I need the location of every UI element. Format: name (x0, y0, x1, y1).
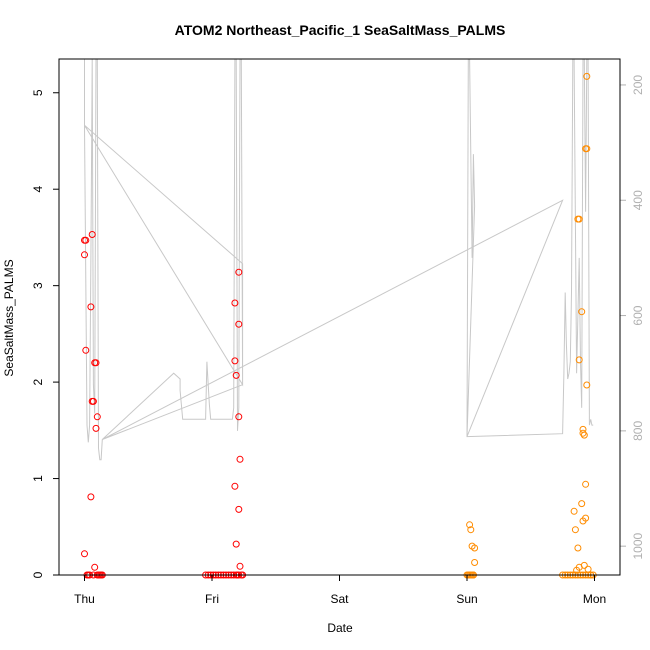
data-point (231, 482, 239, 490)
data-point (93, 413, 101, 421)
x-tick-label: Sun (456, 592, 477, 606)
y-tick-label: 0 (31, 571, 45, 578)
data-point (578, 308, 586, 316)
data-point (81, 251, 88, 259)
data-point (88, 231, 96, 238)
data-point (575, 215, 583, 223)
data-point (580, 561, 588, 569)
altitude-line-layer (83, 58, 594, 461)
data-point (579, 429, 587, 437)
axes-layer: Thu Fri Sat Sun Mon 0 1 2 3 4 5 200 400 600 800 1000 (31, 75, 645, 606)
data-point (235, 268, 243, 276)
data-point (232, 371, 240, 379)
data-point (92, 359, 100, 367)
data-point (578, 500, 586, 508)
data-point (232, 540, 240, 548)
y-tick-label: 2 (31, 378, 45, 385)
x-axis-label: Date (327, 621, 353, 635)
x-tick-label: Mon (583, 592, 606, 606)
data-point (87, 493, 95, 501)
data-point (236, 455, 244, 463)
x-tick-label: Sat (330, 592, 349, 606)
x-tick-label: Fri (205, 592, 219, 606)
data-point (91, 563, 99, 571)
x-tick-label: Thu (74, 592, 95, 606)
data-point (575, 356, 583, 364)
data-point (584, 565, 592, 573)
plot-frame (58, 58, 621, 576)
data-point (82, 236, 90, 244)
data-point (87, 303, 95, 311)
y2-tick-label: 800 (631, 421, 645, 441)
data-point (582, 514, 590, 522)
y-axis-label: SeaSaltMass_PALMS (2, 259, 16, 376)
y2-tick-label: 200 (631, 75, 645, 95)
points-layer (81, 72, 597, 579)
y2-tick-label: 600 (631, 305, 645, 325)
data-point (570, 507, 578, 515)
data-point (580, 431, 588, 439)
data-point (583, 381, 591, 389)
data-point (92, 424, 100, 432)
data-point (236, 562, 244, 570)
data-point (467, 526, 475, 534)
y2-tick-label: 400 (631, 190, 645, 210)
data-point (583, 72, 591, 80)
y-tick-label: 4 (31, 186, 45, 193)
data-point (82, 346, 90, 354)
data-point (231, 299, 239, 307)
data-point (466, 521, 474, 529)
data-point (574, 544, 582, 552)
data-point (231, 357, 239, 365)
data-point (571, 526, 579, 534)
y-tick-label: 1 (31, 475, 45, 482)
y-tick-label: 5 (31, 89, 45, 96)
data-point (583, 145, 591, 153)
data-point (235, 413, 243, 421)
data-point (89, 397, 97, 405)
y-tick-label: 3 (31, 282, 45, 289)
chart-title: ATOM2 Northeast_Pacific_1 SeaSaltMass_PA… (175, 22, 506, 38)
y2-tick-label: 1000 (631, 533, 645, 560)
data-point (582, 480, 590, 488)
data-point (235, 505, 243, 513)
altitude-line (83, 58, 594, 461)
data-point (81, 550, 88, 558)
data-point (235, 320, 243, 328)
data-point (471, 544, 479, 552)
data-point (471, 559, 479, 566)
